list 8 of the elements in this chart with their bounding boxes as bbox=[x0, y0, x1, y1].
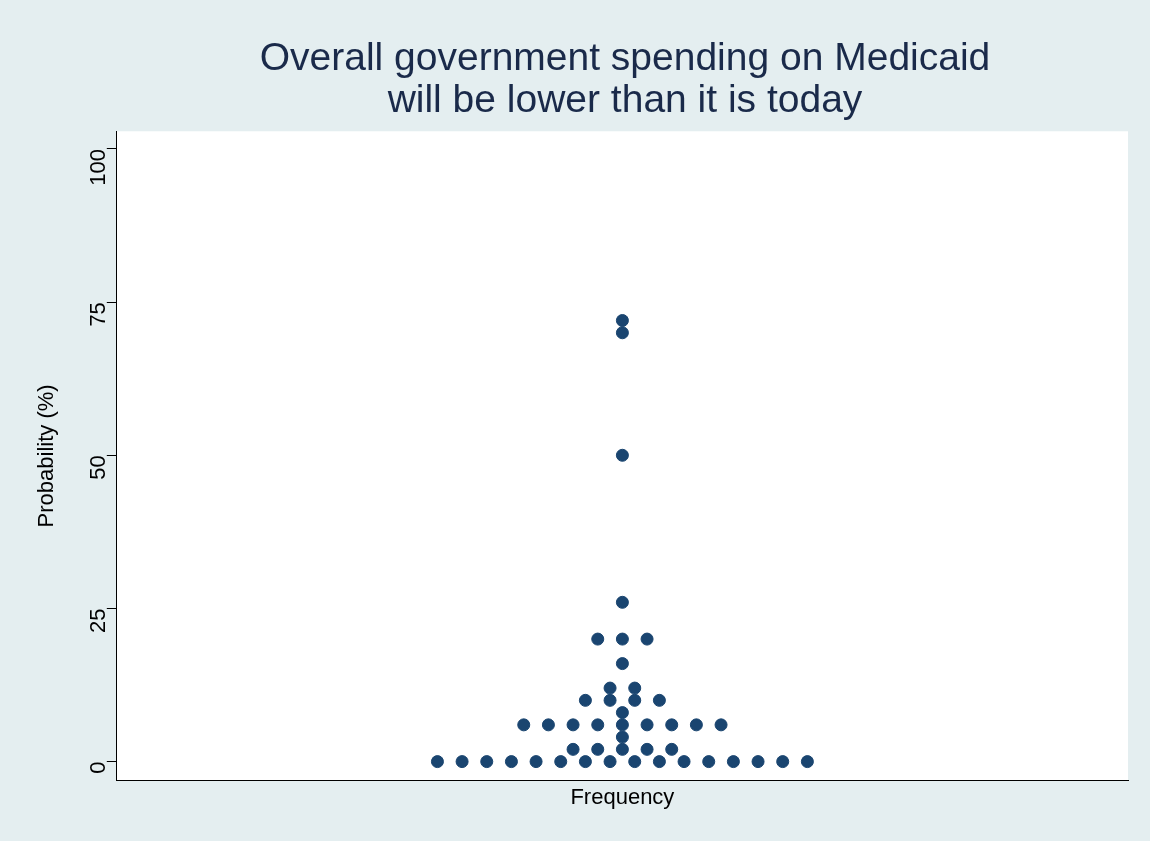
y-tick-label: 75 bbox=[84, 302, 110, 327]
chart-title: Overall government spending on Medicaid will be lower than it is today bbox=[258, 35, 992, 120]
y-tick-label: 50 bbox=[84, 455, 110, 480]
y-axis-title: Probability (%) bbox=[33, 384, 59, 528]
y-tick-label: 25 bbox=[84, 608, 110, 633]
y-tick-label: 100 bbox=[84, 148, 110, 186]
y-tick-label: 0 bbox=[84, 761, 110, 774]
x-axis-title: Frequency bbox=[570, 783, 675, 809]
